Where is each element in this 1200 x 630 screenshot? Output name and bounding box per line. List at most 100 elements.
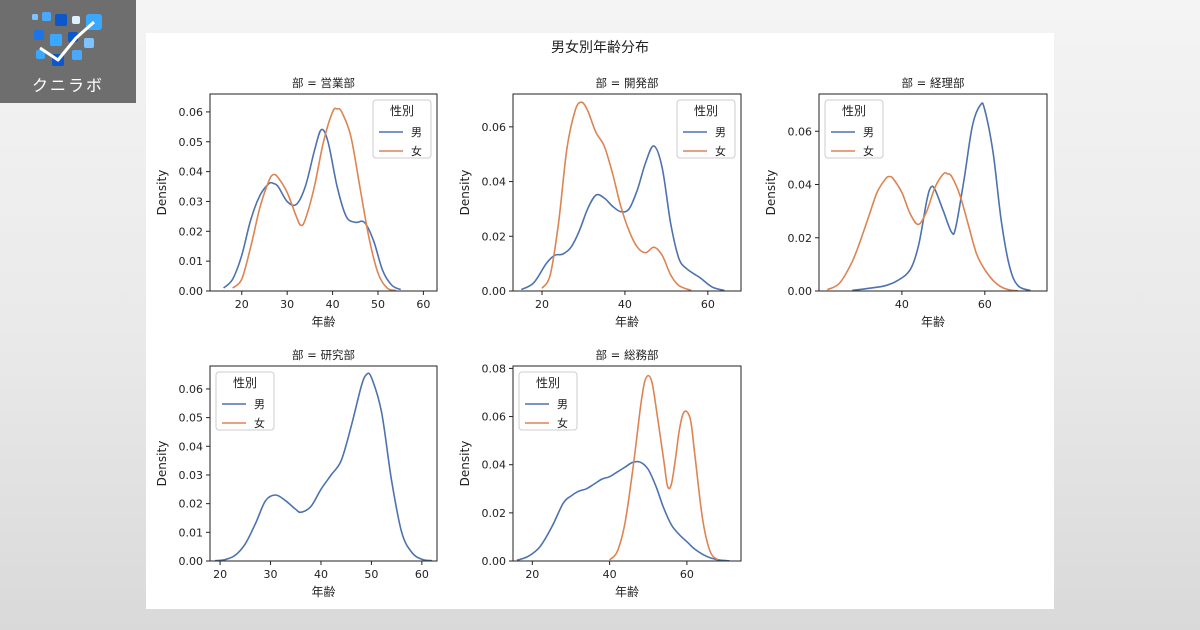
plot-frame bbox=[512, 93, 742, 292]
y-tick-label: 0.02 bbox=[482, 507, 507, 520]
x-tick-label: 60 bbox=[978, 298, 992, 311]
x-tick-label: 30 bbox=[280, 298, 294, 311]
x-tick-label: 40 bbox=[895, 298, 909, 311]
x-tick-label: 20 bbox=[213, 568, 227, 581]
legend-label-female: 女 bbox=[254, 416, 265, 430]
x-tick-label: 20 bbox=[235, 298, 249, 311]
x-tick-label: 50 bbox=[371, 298, 385, 311]
x-tick-label: 40 bbox=[326, 298, 340, 311]
y-tick-label: 0.00 bbox=[788, 285, 813, 298]
x-axis-label: 年齢 bbox=[921, 314, 945, 329]
y-tick-label: 0.04 bbox=[482, 459, 507, 472]
y-tick-label: 0.04 bbox=[179, 440, 204, 453]
legend-label-male: 男 bbox=[863, 126, 874, 139]
series-line-male bbox=[852, 102, 1031, 291]
chart-panel-2: 部 = 開発部 20 40 60 0.00 0.02 0.04 0.06 年齢 Density 性別… bbox=[458, 76, 742, 329]
series-line-male bbox=[214, 372, 433, 561]
y-tick-label: 0.08 bbox=[482, 362, 507, 375]
y-tick-label: 0.06 bbox=[179, 106, 204, 119]
series-line-female bbox=[232, 107, 397, 291]
x-axis-label: 年齢 bbox=[615, 314, 639, 329]
y-tick-label: 0.06 bbox=[788, 125, 813, 138]
x-tick-label: 60 bbox=[680, 568, 694, 581]
series-line-female bbox=[609, 374, 719, 561]
panel-title: 部 = 経理部 bbox=[902, 76, 965, 90]
y-axis-label: Density bbox=[155, 170, 169, 216]
figure: 男女別年齢分布 部 = 営業部 20 30 40 50 60 0.00 0.01 0.02 0.0… bbox=[146, 33, 1054, 609]
series-line-male bbox=[516, 460, 730, 561]
legend-title: 性別 bbox=[842, 104, 866, 118]
chart-panel-4: 部 = 研究部 20 30 40 50 60 0.00 0.01 0.02 0.03 0.04 0.0… bbox=[155, 348, 438, 599]
y-tick-label: 0.02 bbox=[179, 498, 204, 511]
logo-text: クニラボ bbox=[31, 76, 104, 95]
y-tick-label: 0.02 bbox=[788, 232, 813, 245]
y-tick-label: 0.06 bbox=[482, 411, 507, 424]
panel-title: 部 = 総務部 bbox=[596, 348, 659, 362]
y-axis-label: Density bbox=[764, 170, 778, 216]
x-tick-label: 60 bbox=[701, 298, 715, 311]
x-tick-label: 60 bbox=[415, 568, 429, 581]
plots-canvas: 部 = 営業部 20 30 40 50 60 0.00 0.01 0.02 0.03 0.04 0.0… bbox=[155, 76, 1048, 599]
plot-frame bbox=[818, 93, 1048, 292]
y-tick-label: 0.00 bbox=[179, 285, 204, 298]
legend-label-male: 男 bbox=[411, 126, 422, 139]
legend-label-male: 男 bbox=[254, 398, 265, 411]
y-tick-label: 0.00 bbox=[482, 285, 507, 298]
legend-label-female: 女 bbox=[557, 416, 568, 430]
panel-title: 部 = 研究部 bbox=[292, 348, 355, 362]
panel-title: 部 = 開発部 bbox=[596, 76, 659, 90]
legend-box bbox=[215, 371, 275, 431]
x-tick-label: 20 bbox=[525, 568, 539, 581]
series-line-male bbox=[223, 128, 402, 291]
legend-title: 性別 bbox=[536, 376, 560, 390]
logo-icon bbox=[32, 12, 102, 66]
legend-box bbox=[372, 99, 432, 159]
chart-panel-5: 部 = 総務部 20 40 60 0.00 0.02 0.04 0.06 0.08 年齢 Densi… bbox=[458, 348, 742, 599]
x-axis-label: 年齢 bbox=[615, 584, 639, 599]
x-tick-label: 50 bbox=[364, 568, 378, 581]
y-axis-label: Density bbox=[458, 441, 472, 487]
y-tick-label: 0.00 bbox=[179, 555, 204, 568]
plot-frame bbox=[512, 365, 742, 562]
y-tick-label: 0.02 bbox=[482, 230, 507, 243]
plot-frame bbox=[209, 365, 438, 562]
x-tick-label: 60 bbox=[416, 298, 430, 311]
x-tick-label: 30 bbox=[264, 568, 278, 581]
legend-title: 性別 bbox=[233, 376, 257, 390]
figure-title: 男女別年齢分布 bbox=[551, 40, 649, 56]
y-tick-label: 0.03 bbox=[179, 195, 204, 208]
panel-title: 部 = 営業部 bbox=[292, 76, 355, 90]
y-tick-label: 0.04 bbox=[788, 179, 813, 192]
series-line-female bbox=[541, 101, 692, 291]
legend-label-female: 女 bbox=[715, 144, 726, 158]
y-tick-label: 0.03 bbox=[179, 469, 204, 482]
y-tick-label: 0.01 bbox=[179, 255, 204, 268]
legend-title: 性別 bbox=[390, 104, 414, 118]
y-tick-label: 0.06 bbox=[482, 121, 507, 134]
legend-box bbox=[676, 99, 736, 159]
legend-label-female: 女 bbox=[863, 144, 874, 158]
legend-title: 性別 bbox=[694, 104, 718, 118]
y-axis-label: Density bbox=[155, 441, 169, 487]
plot-frame bbox=[209, 93, 438, 292]
y-tick-label: 0.04 bbox=[482, 176, 507, 189]
y-tick-label: 0.00 bbox=[482, 555, 507, 568]
logo-panel: クニラボ bbox=[0, 0, 136, 103]
series-line-male bbox=[520, 145, 725, 291]
x-tick-label: 20 bbox=[535, 298, 549, 311]
legend-label-male: 男 bbox=[557, 398, 568, 411]
legend-box bbox=[518, 371, 578, 431]
y-tick-label: 0.04 bbox=[179, 166, 204, 179]
x-axis-label: 年齢 bbox=[311, 584, 335, 599]
y-tick-label: 0.01 bbox=[179, 526, 204, 539]
x-axis-label: 年齢 bbox=[311, 314, 335, 329]
x-tick-label: 40 bbox=[603, 568, 617, 581]
x-tick-label: 40 bbox=[618, 298, 632, 311]
y-tick-label: 0.05 bbox=[179, 412, 204, 425]
